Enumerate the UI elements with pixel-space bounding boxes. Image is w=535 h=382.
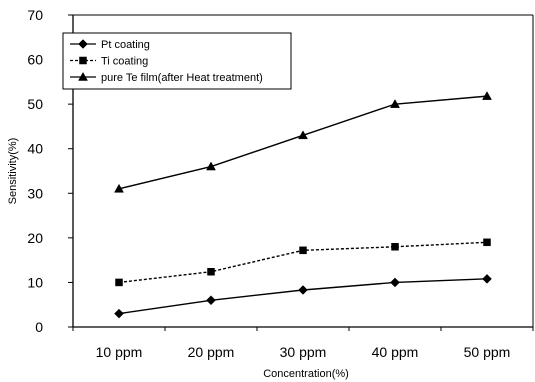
- series-square: [115, 238, 491, 287]
- data-point-triangle: [206, 161, 216, 171]
- series-line: [118, 278, 488, 315]
- y-tick-label: 50: [27, 96, 43, 112]
- y-axis-title: Sensitivity(%): [7, 138, 19, 205]
- data-point-square: [391, 243, 399, 251]
- legend-label: Ti coating: [101, 56, 148, 68]
- legend-label: pure Te film(after Heat treatment): [101, 72, 263, 84]
- legend-item: Ti coating: [70, 56, 148, 68]
- y-ticks: 0 10 20 30 40 50 60 70: [27, 7, 73, 335]
- data-point-diamond: [298, 285, 308, 295]
- y-tick-label: 10: [27, 274, 43, 290]
- x-tick-label: 50 ppm: [464, 344, 511, 360]
- legend-items: Pt coating Ti coating pure Te film(after H…: [70, 39, 263, 84]
- y-tick-label: 40: [27, 141, 43, 157]
- legend: Pt coating Ti coating pure Te film(after H…: [62, 32, 292, 90]
- y-tick-label: 20: [27, 230, 43, 246]
- data-point-triangle: [390, 99, 400, 108]
- data-point-square: [115, 278, 123, 287]
- legend-item: pure Te film(after Heat treatment): [70, 71, 263, 84]
- data-point-square: [299, 246, 307, 255]
- y-tick-label: 30: [27, 185, 43, 201]
- data-point-diamond: [482, 274, 492, 284]
- y-tick-label: 60: [27, 52, 43, 68]
- x-ticks: 10 ppm 20 ppm 30 ppm 40 ppm 50 ppm: [72, 327, 534, 360]
- x-tick-label: 40 ppm: [372, 344, 419, 360]
- series-triangle: [114, 91, 492, 193]
- data-point-square: [483, 238, 491, 247]
- data-point-triangle: [482, 91, 492, 100]
- y-tick-label: 70: [27, 7, 43, 23]
- series-line: [118, 95, 488, 190]
- legend-label: Pt coating: [101, 39, 150, 51]
- legend-item: Pt coating: [70, 39, 150, 51]
- legend-box: [62, 32, 292, 90]
- data-point-diamond: [206, 295, 216, 306]
- x-tick-label: 30 ppm: [280, 344, 327, 360]
- series-diamond: [114, 274, 492, 319]
- data-point-diamond: [390, 277, 400, 288]
- x-tick-label: 20 ppm: [188, 344, 235, 360]
- legend-marker-square: [79, 56, 87, 65]
- y-tick-label: 0: [35, 319, 43, 335]
- data-point-square: [207, 267, 215, 276]
- legend-marker-triangle: [78, 71, 88, 81]
- data-point-triangle: [114, 183, 124, 193]
- series-layer: [114, 91, 492, 319]
- x-tick-label: 10 ppm: [96, 344, 143, 360]
- x-axis-title: Concentration(%): [263, 368, 349, 380]
- data-point-diamond: [114, 308, 124, 319]
- legend-marker-diamond: [78, 39, 88, 49]
- data-point-triangle: [298, 130, 308, 140]
